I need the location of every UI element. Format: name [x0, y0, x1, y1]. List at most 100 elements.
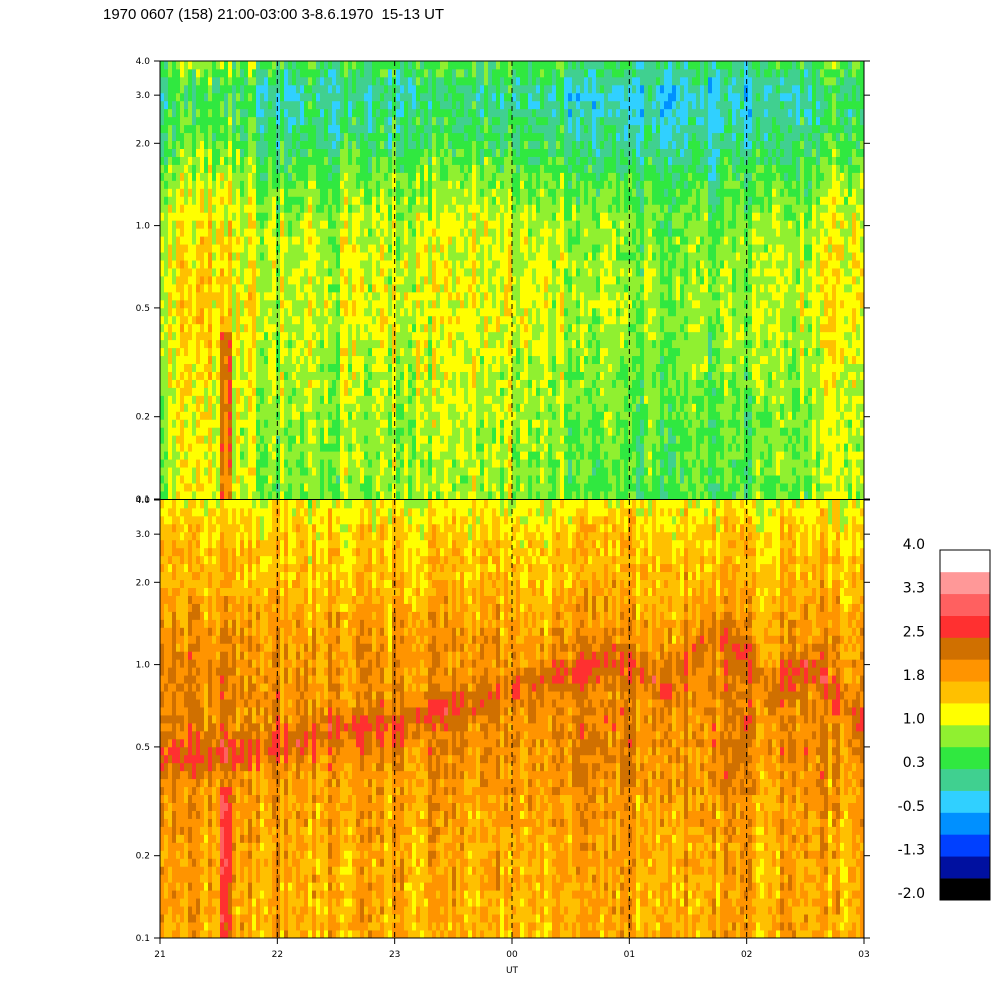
heatmap-cell — [516, 244, 521, 253]
heatmap-cell — [236, 140, 241, 149]
heatmap-cell — [276, 116, 281, 126]
heatmap-cell — [252, 61, 257, 70]
heatmap-cell — [412, 307, 417, 317]
heatmap-cell — [276, 443, 281, 452]
heatmap-cell — [256, 204, 261, 213]
heatmap-cell — [392, 180, 397, 189]
heatmap-cell — [280, 252, 285, 261]
heatmap-cell — [192, 196, 197, 205]
heatmap-cell — [160, 451, 165, 460]
heatmap-cell — [500, 236, 505, 245]
heatmap-cell — [268, 236, 273, 245]
heatmap-cell — [220, 435, 225, 444]
heatmap-cell — [204, 467, 209, 476]
heatmap-cell — [296, 403, 301, 412]
heatmap-cell — [376, 435, 381, 444]
heatmap-cell — [336, 387, 341, 396]
heatmap-cell — [284, 172, 289, 181]
heatmap-cell — [172, 68, 177, 78]
heatmap-cell — [228, 283, 233, 293]
heatmap-cell — [384, 283, 389, 293]
heatmap-cell — [184, 427, 189, 436]
heatmap-cell — [336, 61, 341, 70]
heatmap-cell — [396, 331, 401, 341]
heatmap-cell — [264, 268, 269, 277]
heatmap-cell — [500, 395, 505, 404]
heatmap-cell — [496, 236, 501, 245]
heatmap-cell — [476, 84, 481, 94]
heatmap-cell — [276, 204, 281, 213]
heatmap-cell — [296, 475, 301, 484]
heatmap-cell — [264, 260, 269, 269]
heatmap-cell — [168, 236, 173, 245]
heatmap-cell — [232, 347, 237, 357]
heatmap-cell — [516, 268, 521, 277]
heatmap-cell — [444, 68, 449, 78]
heatmap-cell — [368, 68, 373, 78]
heatmap-cell — [184, 411, 189, 420]
heatmap-cell — [232, 339, 237, 349]
heatmap-cell — [316, 236, 321, 245]
heatmap-cell — [332, 363, 337, 372]
heatmap-cell — [268, 252, 273, 261]
heatmap-cell — [300, 323, 305, 333]
heatmap-cell — [384, 451, 389, 460]
heatmap-cell — [472, 419, 477, 428]
heatmap-cell — [508, 268, 513, 277]
heatmap-cell — [436, 132, 441, 142]
heatmap-cell — [488, 252, 493, 261]
heatmap-cell — [512, 459, 517, 468]
heatmap-cell — [256, 419, 261, 428]
heatmap-cell — [404, 252, 409, 261]
heatmap-cell — [328, 244, 333, 253]
heatmap-cell — [176, 291, 181, 301]
heatmap-cell — [344, 387, 349, 396]
heatmap-cell — [484, 363, 489, 372]
heatmap-cell — [224, 467, 229, 476]
heatmap-cell — [292, 188, 297, 197]
heatmap-cell — [368, 188, 373, 197]
heatmap-cell — [236, 475, 241, 484]
heatmap-cell — [416, 220, 421, 229]
heatmap-cell — [312, 419, 317, 428]
heatmap-cell — [512, 395, 517, 404]
heatmap-cell — [308, 164, 313, 173]
heatmap-cell — [384, 84, 389, 94]
heatmap-cell — [504, 276, 509, 285]
heatmap-cell — [388, 331, 393, 341]
heatmap-cell — [496, 411, 501, 420]
heatmap-cell — [452, 467, 457, 476]
heatmap-cell — [388, 276, 393, 285]
heatmap-cell — [400, 403, 405, 412]
heatmap-cell — [320, 148, 325, 157]
heatmap-cell — [224, 244, 229, 253]
heatmap-cell — [200, 491, 205, 500]
heatmap-cell — [404, 395, 409, 404]
heatmap-cell — [476, 188, 481, 197]
heatmap-cell — [504, 252, 509, 261]
heatmap-cell — [380, 283, 385, 293]
heatmap-cell — [312, 212, 317, 221]
heatmap-cell — [168, 491, 173, 500]
heatmap-cell — [236, 204, 241, 213]
heatmap-cell — [336, 379, 341, 388]
heatmap-cell — [312, 491, 317, 500]
heatmap-cell — [284, 299, 289, 309]
heatmap-cell — [480, 411, 485, 420]
heatmap-cell — [396, 339, 401, 349]
heatmap-cell — [316, 403, 321, 412]
heatmap-cell — [484, 451, 489, 460]
heatmap-cell — [324, 260, 329, 269]
heatmap-cell — [508, 124, 513, 134]
heatmap-cell — [340, 491, 345, 500]
heatmap-cell — [364, 323, 369, 333]
heatmap-cell — [404, 323, 409, 333]
heatmap-cell — [232, 92, 237, 102]
heatmap-cell — [428, 467, 433, 476]
heatmap-cell — [396, 435, 401, 444]
heatmap-cell — [160, 164, 165, 173]
heatmap-cell — [244, 212, 249, 221]
heatmap-cell — [372, 100, 377, 110]
heatmap-cell — [448, 491, 453, 500]
heatmap-cell — [328, 363, 333, 372]
